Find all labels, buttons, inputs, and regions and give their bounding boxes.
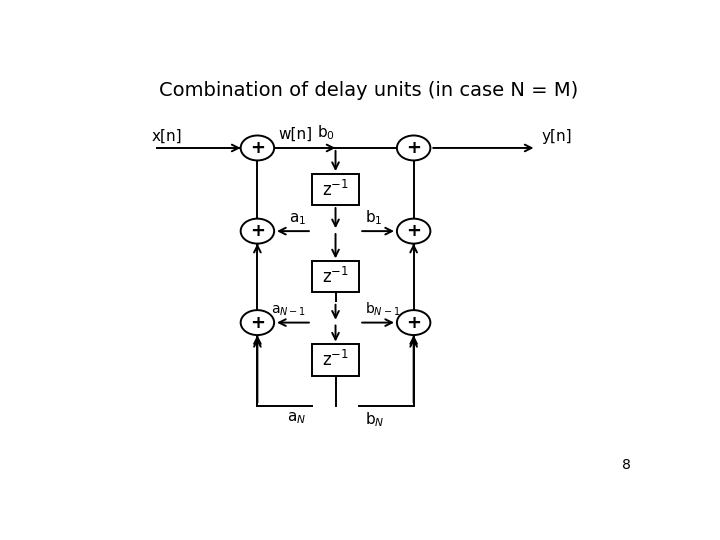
Circle shape xyxy=(240,136,274,160)
Text: +: + xyxy=(406,222,421,240)
Text: b$_N$: b$_N$ xyxy=(365,410,384,429)
Text: a$_{N-1}$: a$_{N-1}$ xyxy=(271,304,306,319)
Text: a$_N$: a$_N$ xyxy=(287,410,306,426)
Text: +: + xyxy=(250,222,265,240)
Text: z$^{-1}$: z$^{-1}$ xyxy=(322,267,349,287)
Text: +: + xyxy=(250,139,265,157)
Text: w[n]: w[n] xyxy=(278,127,312,141)
Bar xyxy=(312,345,359,376)
Text: +: + xyxy=(406,139,421,157)
Text: b$_1$: b$_1$ xyxy=(365,208,382,227)
Text: b$_{N-1}$: b$_{N-1}$ xyxy=(365,301,400,319)
Text: z$^{-1}$: z$^{-1}$ xyxy=(322,350,349,370)
Text: +: + xyxy=(406,314,421,332)
Circle shape xyxy=(397,310,431,335)
Circle shape xyxy=(240,219,274,244)
Text: Combination of delay units (in case N = M): Combination of delay units (in case N = … xyxy=(159,82,579,100)
Circle shape xyxy=(397,219,431,244)
Text: b$_0$: b$_0$ xyxy=(318,123,336,141)
Text: a$_1$: a$_1$ xyxy=(289,211,306,227)
Text: x[n]: x[n] xyxy=(151,129,182,144)
Bar xyxy=(312,174,359,205)
Text: +: + xyxy=(250,314,265,332)
Text: y[n]: y[n] xyxy=(542,129,572,144)
Bar xyxy=(312,261,359,293)
Circle shape xyxy=(397,136,431,160)
Text: 8: 8 xyxy=(622,458,631,472)
Text: z$^{-1}$: z$^{-1}$ xyxy=(322,179,349,200)
Circle shape xyxy=(240,310,274,335)
